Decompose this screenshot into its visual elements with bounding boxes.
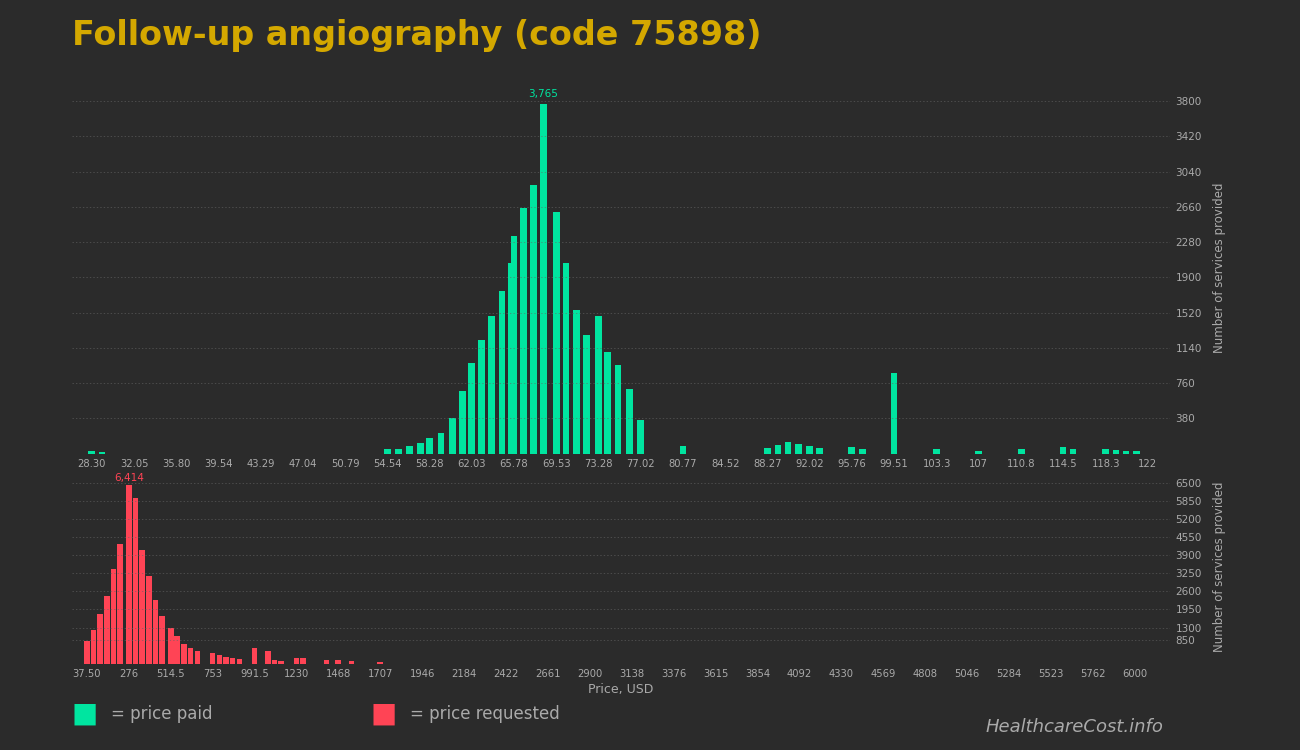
Bar [348,662,355,664]
Bar [1113,450,1119,454]
Bar [498,291,506,454]
Bar [520,208,526,454]
Bar [794,443,802,454]
Bar [563,263,569,454]
Bar [237,659,242,664]
Bar [806,446,812,454]
Bar [252,648,257,664]
Bar [816,448,823,454]
Bar [1102,448,1109,454]
Bar [133,498,138,664]
Bar [764,448,771,454]
Bar [294,658,299,664]
Bar [448,418,456,454]
Bar [933,448,940,454]
Bar [377,662,384,664]
Text: ■: ■ [370,700,396,728]
Bar [88,451,95,454]
Bar [104,596,109,664]
Bar [146,576,152,664]
Bar [406,446,413,454]
Bar [99,452,105,454]
Bar [478,340,485,454]
Bar [160,616,165,664]
Bar [111,569,116,664]
Bar [573,310,580,454]
Bar [278,661,283,664]
Bar [152,600,159,664]
Bar [209,653,216,664]
Bar [849,447,855,454]
Bar [417,442,424,454]
Bar [98,614,103,664]
Bar [785,442,792,454]
Bar [181,644,187,664]
Bar [438,433,445,454]
Text: = price paid: = price paid [111,705,212,723]
Bar [595,316,602,454]
Bar [625,388,633,454]
Bar [126,485,131,664]
Y-axis label: Number of services provided: Number of services provided [1213,183,1226,353]
Bar [1123,451,1130,454]
Bar [511,236,517,454]
Bar [384,449,391,454]
Bar [324,660,329,664]
X-axis label: Price, USD: Price, USD [588,473,654,487]
Bar [195,651,200,664]
Bar [1018,449,1024,454]
Bar [1060,447,1066,454]
Bar [468,363,476,454]
Bar [335,660,341,664]
Bar [300,658,306,664]
Bar [582,335,590,454]
Bar [139,550,146,664]
Bar [168,628,173,664]
Bar [604,352,611,454]
Text: = price requested: = price requested [410,705,559,723]
Bar [859,448,866,454]
Bar [272,660,277,664]
Bar [230,658,235,664]
Bar [507,263,515,454]
Bar [1070,448,1076,454]
Bar [91,630,96,664]
Bar [637,420,644,454]
Bar [84,641,90,664]
Bar [489,316,495,454]
Bar [265,651,270,664]
Bar [224,657,229,664]
Bar [395,448,402,454]
Bar [615,364,621,454]
Bar [459,391,465,454]
Bar [680,446,686,454]
Text: ■: ■ [72,700,98,728]
X-axis label: Price, USD: Price, USD [588,683,654,697]
Text: 3,765: 3,765 [529,88,559,99]
Bar [217,656,222,664]
Bar [552,212,560,454]
Bar [891,373,897,454]
Bar [530,184,537,454]
Bar [174,637,181,664]
Bar [426,438,433,454]
Bar [1132,452,1140,454]
Bar [775,445,781,454]
Y-axis label: Number of services provided: Number of services provided [1213,481,1226,652]
Bar [117,544,124,664]
Text: Follow-up angiography (code 75898): Follow-up angiography (code 75898) [72,19,760,52]
Bar [541,104,547,454]
Bar [188,647,194,664]
Bar [975,451,982,454]
Text: HealthcareCost.info: HealthcareCost.info [985,718,1164,736]
Text: 6,414: 6,414 [114,472,144,483]
